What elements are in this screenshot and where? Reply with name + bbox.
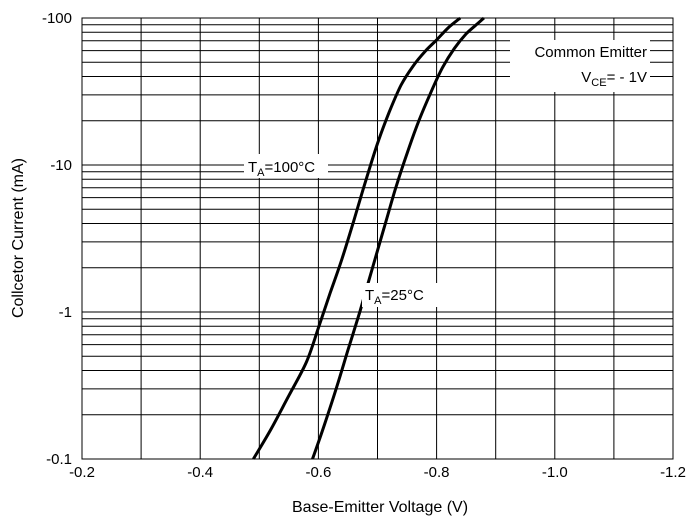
grid [81,17,674,460]
label-100c-background [244,154,328,178]
condition-line-2-sub: CE [591,77,606,89]
label-100c-prefix: T [248,159,257,176]
condition-line-2-prefix: V [581,69,591,86]
label-100c-sub: A [257,167,265,179]
plot-border [81,17,674,460]
y-tick-label: -1 [59,304,72,321]
label-100c-suffix: =100°C [265,159,316,176]
y-tick-label: -10 [50,157,72,174]
condition-background [510,40,650,92]
condition-line-2: VCE= - 1V [581,69,647,89]
y-tick-label: -100 [42,10,72,27]
label-25c-sub: A [374,295,382,307]
y-tick-labels: -0.1 -1 -10 -100 [42,10,72,468]
y-axis-title: Collcetor Current (mA) [10,158,27,318]
x-tick-label: -0.2 [69,464,95,481]
y-tick-label: -0.1 [46,451,72,468]
curves [252,16,485,460]
series-line-ta-25c [311,16,485,460]
condition-line-1: Common Emitter [534,44,647,61]
x-tick-label: -0.6 [305,464,331,481]
condition-line-2-suffix: = - 1V [607,69,647,86]
x-tick-label: -0.8 [424,464,450,481]
label-25c: TA=25°C [365,287,424,307]
series-line-ta-100c [252,16,462,460]
x-axis-title: Base-Emitter Voltage (V) [292,499,468,516]
x-tick-label: -1.2 [660,464,686,481]
x-tick-labels: -0.2 -0.4 -0.6 -0.8 -1.0 -1.2 [69,464,686,481]
label-25c-prefix: T [365,287,374,304]
x-tick-label: -1.0 [542,464,568,481]
label-25c-background [362,283,438,307]
label-25c-suffix: =25°C [382,287,424,304]
label-100c: TA=100°C [248,159,315,179]
x-tick-label: -0.4 [187,464,213,481]
